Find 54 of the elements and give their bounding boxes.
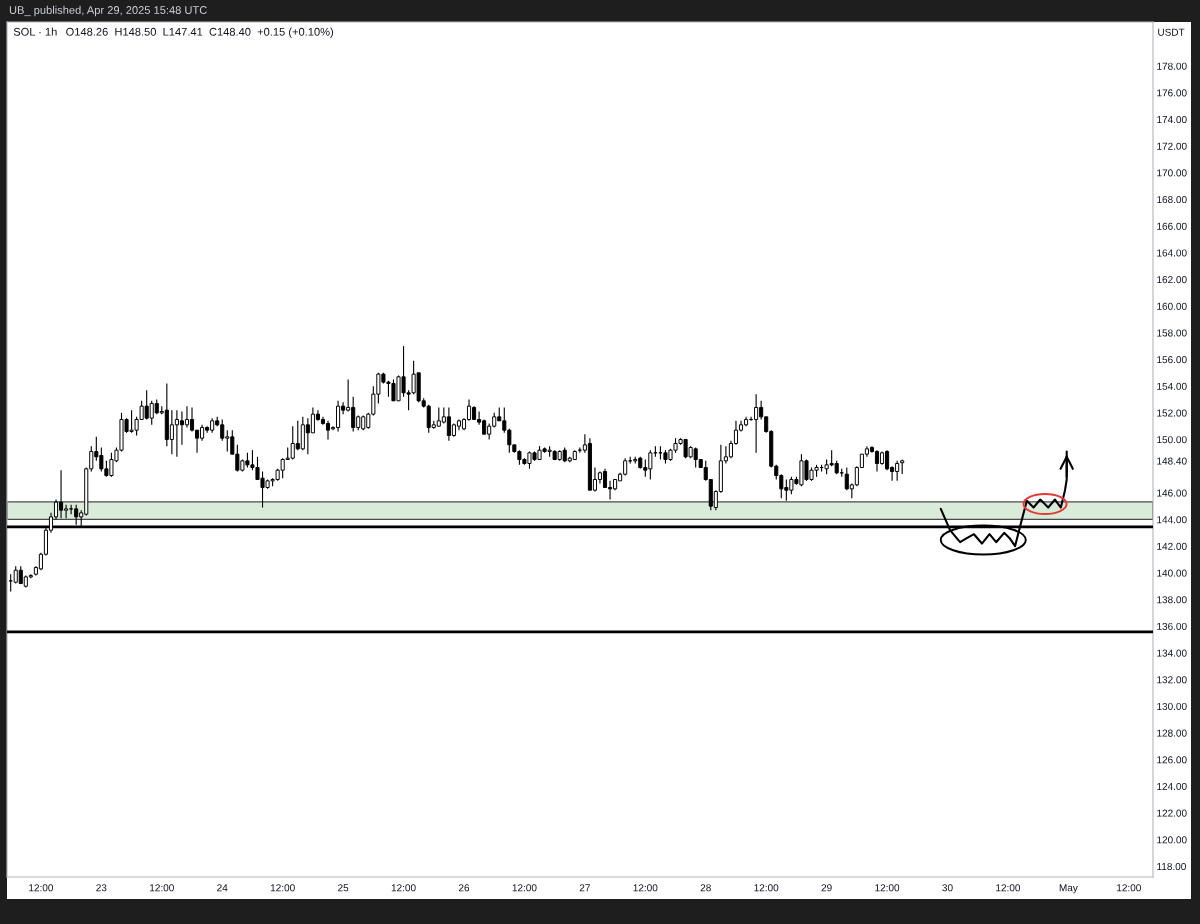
y-tick-label: 120.00: [1157, 836, 1187, 844]
y-tick-label: 152.00: [1157, 409, 1187, 417]
y-tick-label: 126.00: [1157, 756, 1187, 764]
x-tick-label: 25: [338, 884, 349, 892]
y-axis-title: USDT: [1158, 28, 1185, 36]
y-tick-label: 134.00: [1157, 649, 1187, 657]
y-tick-label: 156.00: [1157, 356, 1187, 364]
x-tick-label: 12:00: [29, 884, 54, 892]
x-tick-label: 30: [942, 884, 953, 892]
x-tick-label: 12:00: [391, 884, 416, 892]
x-tick-label: 12:00: [270, 884, 295, 892]
y-tick-label: 118.00: [1157, 862, 1186, 871]
y-tick-label: 128.00: [1157, 729, 1187, 737]
y-tick-label: 178.00: [1157, 62, 1187, 70]
y-tick-label: 176.00: [1157, 89, 1187, 97]
y-tick-label: 132.00: [1157, 676, 1187, 684]
x-tick-label: 29: [821, 884, 832, 892]
y-tick-label: 146.00: [1157, 489, 1187, 497]
y-tick-label: 138.00: [1157, 596, 1187, 604]
y-tick-label: 142.00: [1157, 542, 1187, 550]
y-tick-label: 130.00: [1157, 702, 1187, 710]
x-tick-label: 12:00: [754, 884, 779, 892]
y-tick-label: 124.00: [1157, 782, 1187, 791]
y-tick-label: 166.00: [1157, 222, 1187, 230]
x-tick-label: 12:00: [633, 884, 658, 892]
y-tick-label: 122.00: [1157, 809, 1187, 817]
y-tick-label: 172.00: [1157, 142, 1187, 150]
y-tick-label: 144.00: [1157, 516, 1187, 524]
y-tick-label: 140.00: [1157, 569, 1187, 577]
chart-title: SOL · 1h: [13, 27, 57, 36]
x-tick-label: 12:00: [512, 884, 537, 892]
x-tick-label: 12:00: [875, 884, 900, 892]
y-tick-label: 174.00: [1157, 116, 1187, 124]
x-tick-label: 12:00: [996, 884, 1021, 892]
y-tick-label: 160.00: [1157, 302, 1187, 310]
y-tick-label: 150.00: [1157, 436, 1187, 444]
text: UB_ published, Apr 29, 2025 15:48 UTC: [9, 5, 207, 17]
x-tick-label: 28: [700, 884, 711, 892]
x-tick-label: 12:00: [1117, 884, 1141, 892]
x-tick-label: 26: [458, 884, 470, 892]
y-tick-label: 136.00: [1157, 622, 1187, 630]
chart-subtitle: O148.26 H148.50 L147.41 C148.40 +0.15 (+0.10%): [66, 27, 334, 38]
x-tick-label: May: [1059, 884, 1078, 894]
y-tick-label: 162.00: [1157, 276, 1187, 284]
y-tick-label: 168.00: [1157, 196, 1187, 204]
y-tick-label: 164.00: [1157, 249, 1187, 257]
y-tick-label: 148.40: [1157, 457, 1187, 465]
y-tick-label: 170.00: [1157, 169, 1187, 177]
x-tick-label: 23: [96, 884, 107, 892]
y-tick-label: 158.00: [1157, 329, 1187, 337]
y-tick-label: 154.00: [1157, 382, 1187, 390]
x-tick-label: 27: [579, 884, 590, 892]
x-tick-label: 24: [217, 884, 228, 892]
x-tick-label: 12:00: [150, 884, 174, 892]
